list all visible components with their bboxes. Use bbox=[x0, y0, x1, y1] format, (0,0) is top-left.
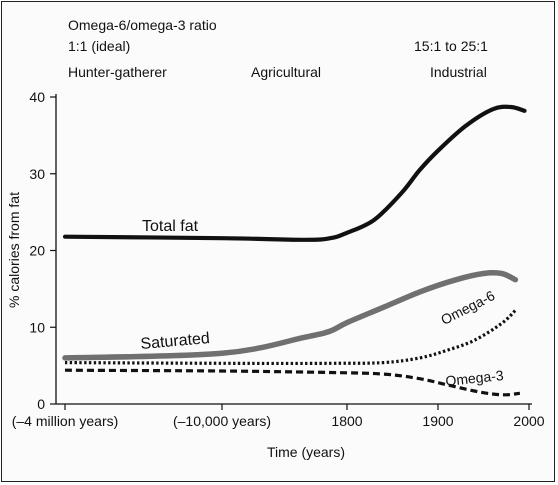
era-hunter-gatherer: Hunter-gatherer bbox=[68, 64, 167, 80]
chart-axes: 0 10 20 30 40 (–4 million years) (–10,000 year… bbox=[6, 89, 545, 460]
series-line-omega-3 bbox=[64, 368, 521, 397]
series-line-total-fat bbox=[62, 104, 527, 242]
ratio-industrial-label: 15:1 to 25:1 bbox=[414, 38, 488, 54]
series-line-omega-6 bbox=[64, 309, 517, 366]
ratio-ideal-label: 1:1 (ideal) bbox=[68, 38, 131, 54]
series-line-saturated bbox=[62, 270, 519, 361]
x-tick-label: 2000 bbox=[513, 413, 544, 429]
annotation-saturated: Saturated bbox=[140, 330, 211, 353]
chart-annotations: Total fat Saturated Omega-6 Omega-3 bbox=[140, 218, 505, 389]
x-tick-label: 1800 bbox=[331, 413, 362, 429]
line-chart: 0 10 20 30 40 (–4 million years) (–10,000 year… bbox=[6, 89, 545, 460]
y-tick-label: 0 bbox=[37, 396, 45, 412]
annotation-omega-3: Omega-3 bbox=[445, 367, 505, 389]
chart-series bbox=[62, 104, 527, 397]
y-tick-label: 40 bbox=[29, 89, 45, 105]
era-agricultural: Agricultural bbox=[251, 64, 322, 80]
era-industrial: Industrial bbox=[430, 64, 487, 80]
x-tick-label: 1900 bbox=[422, 413, 453, 429]
y-tick-label: 30 bbox=[29, 166, 45, 182]
x-tick-label: (–10,000 years) bbox=[173, 413, 271, 429]
y-axis-label: % calories from fat bbox=[6, 192, 22, 308]
y-tick-label: 10 bbox=[29, 319, 45, 335]
x-tick-label: (–4 million years) bbox=[12, 413, 119, 429]
annotation-omega-6: Omega-6 bbox=[438, 287, 497, 328]
y-tick-label: 20 bbox=[29, 243, 45, 259]
x-axis-label: Time (years) bbox=[267, 444, 345, 460]
ratio-title: Omega-6/omega-3 ratio bbox=[68, 17, 217, 33]
annotation-total-fat: Total fat bbox=[142, 218, 199, 235]
